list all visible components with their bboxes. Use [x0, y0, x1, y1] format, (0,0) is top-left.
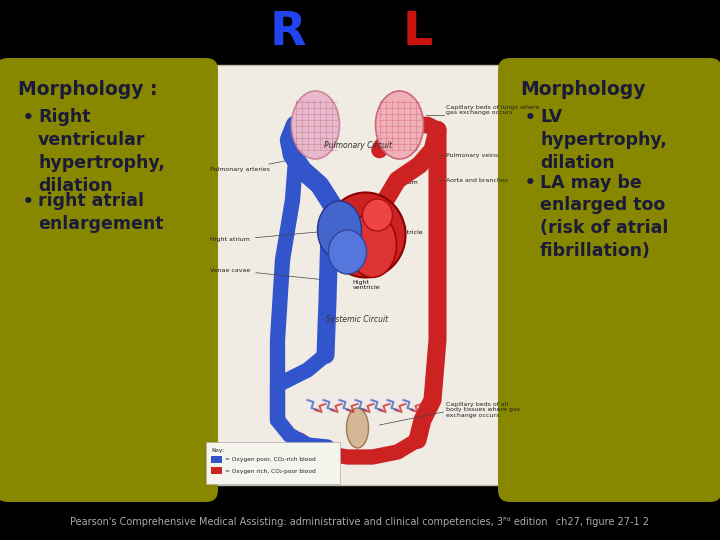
FancyBboxPatch shape [498, 58, 720, 502]
Text: Capillary beds of lungs where
gas exchange occurs: Capillary beds of lungs where gas exchan… [446, 105, 539, 116]
Text: LA may be
enlarged too
(risk of atrial
fibrillation): LA may be enlarged too (risk of atrial f… [540, 173, 668, 260]
Ellipse shape [362, 199, 392, 231]
Bar [211, 467, 222, 474]
Bar [211, 456, 222, 463]
Text: •: • [22, 192, 35, 212]
Ellipse shape [348, 213, 397, 278]
Text: Pulmonary veins: Pulmonary veins [446, 152, 498, 158]
Ellipse shape [346, 408, 369, 448]
Text: Hight atrium: Hight atrium [210, 230, 337, 242]
Text: •: • [22, 108, 35, 128]
FancyBboxPatch shape [0, 58, 218, 502]
Text: = Oxygen poor, CO₂-rich blood: = Oxygen poor, CO₂-rich blood [225, 457, 316, 462]
FancyBboxPatch shape [206, 442, 340, 484]
FancyBboxPatch shape [205, 65, 510, 485]
Text: Morphology :: Morphology : [18, 80, 158, 99]
Text: LV
hypertrophy,
dilation: LV hypertrophy, dilation [540, 108, 667, 172]
Text: = Oxygen rich, CO₂-poor blood: = Oxygen rich, CO₂-poor blood [225, 469, 316, 474]
Text: Right
ventricular
hypertrophy,
dilation: Right ventricular hypertrophy, dilation [38, 108, 165, 195]
Text: Key:: Key: [211, 448, 224, 453]
Text: R: R [269, 10, 306, 55]
Text: Capillary beds of all
body tissues where gas
exchange occurs: Capillary beds of all body tissues where… [446, 402, 520, 418]
Text: Systemic Circuit: Systemic Circuit [326, 315, 389, 325]
Ellipse shape [328, 230, 366, 274]
Ellipse shape [376, 91, 423, 159]
Text: L: L [402, 10, 433, 55]
Text: Pulmonary arteries: Pulmonary arteries [210, 160, 287, 172]
Text: Left
atrium: Left atrium [379, 174, 418, 208]
Text: Left
ventricle: Left ventricle [378, 225, 423, 248]
Ellipse shape [292, 91, 340, 159]
Text: Morphology: Morphology [520, 80, 646, 99]
Ellipse shape [325, 192, 405, 278]
Ellipse shape [318, 201, 361, 259]
Text: right atrial
enlargement: right atrial enlargement [38, 192, 163, 233]
Text: •: • [524, 173, 536, 193]
Text: Pearson's Comprehensive Medical Assisting: administrative and clinical competenc: Pearson's Comprehensive Medical Assistin… [71, 517, 649, 527]
Text: Pulmonary Circuit: Pulmonary Circuit [323, 140, 392, 150]
Text: Aorta and branches: Aorta and branches [446, 178, 508, 183]
Text: •: • [524, 108, 536, 128]
Text: Hight
ventricle: Hight ventricle [351, 258, 380, 291]
Text: Venae cavae: Venae cavae [210, 267, 323, 280]
